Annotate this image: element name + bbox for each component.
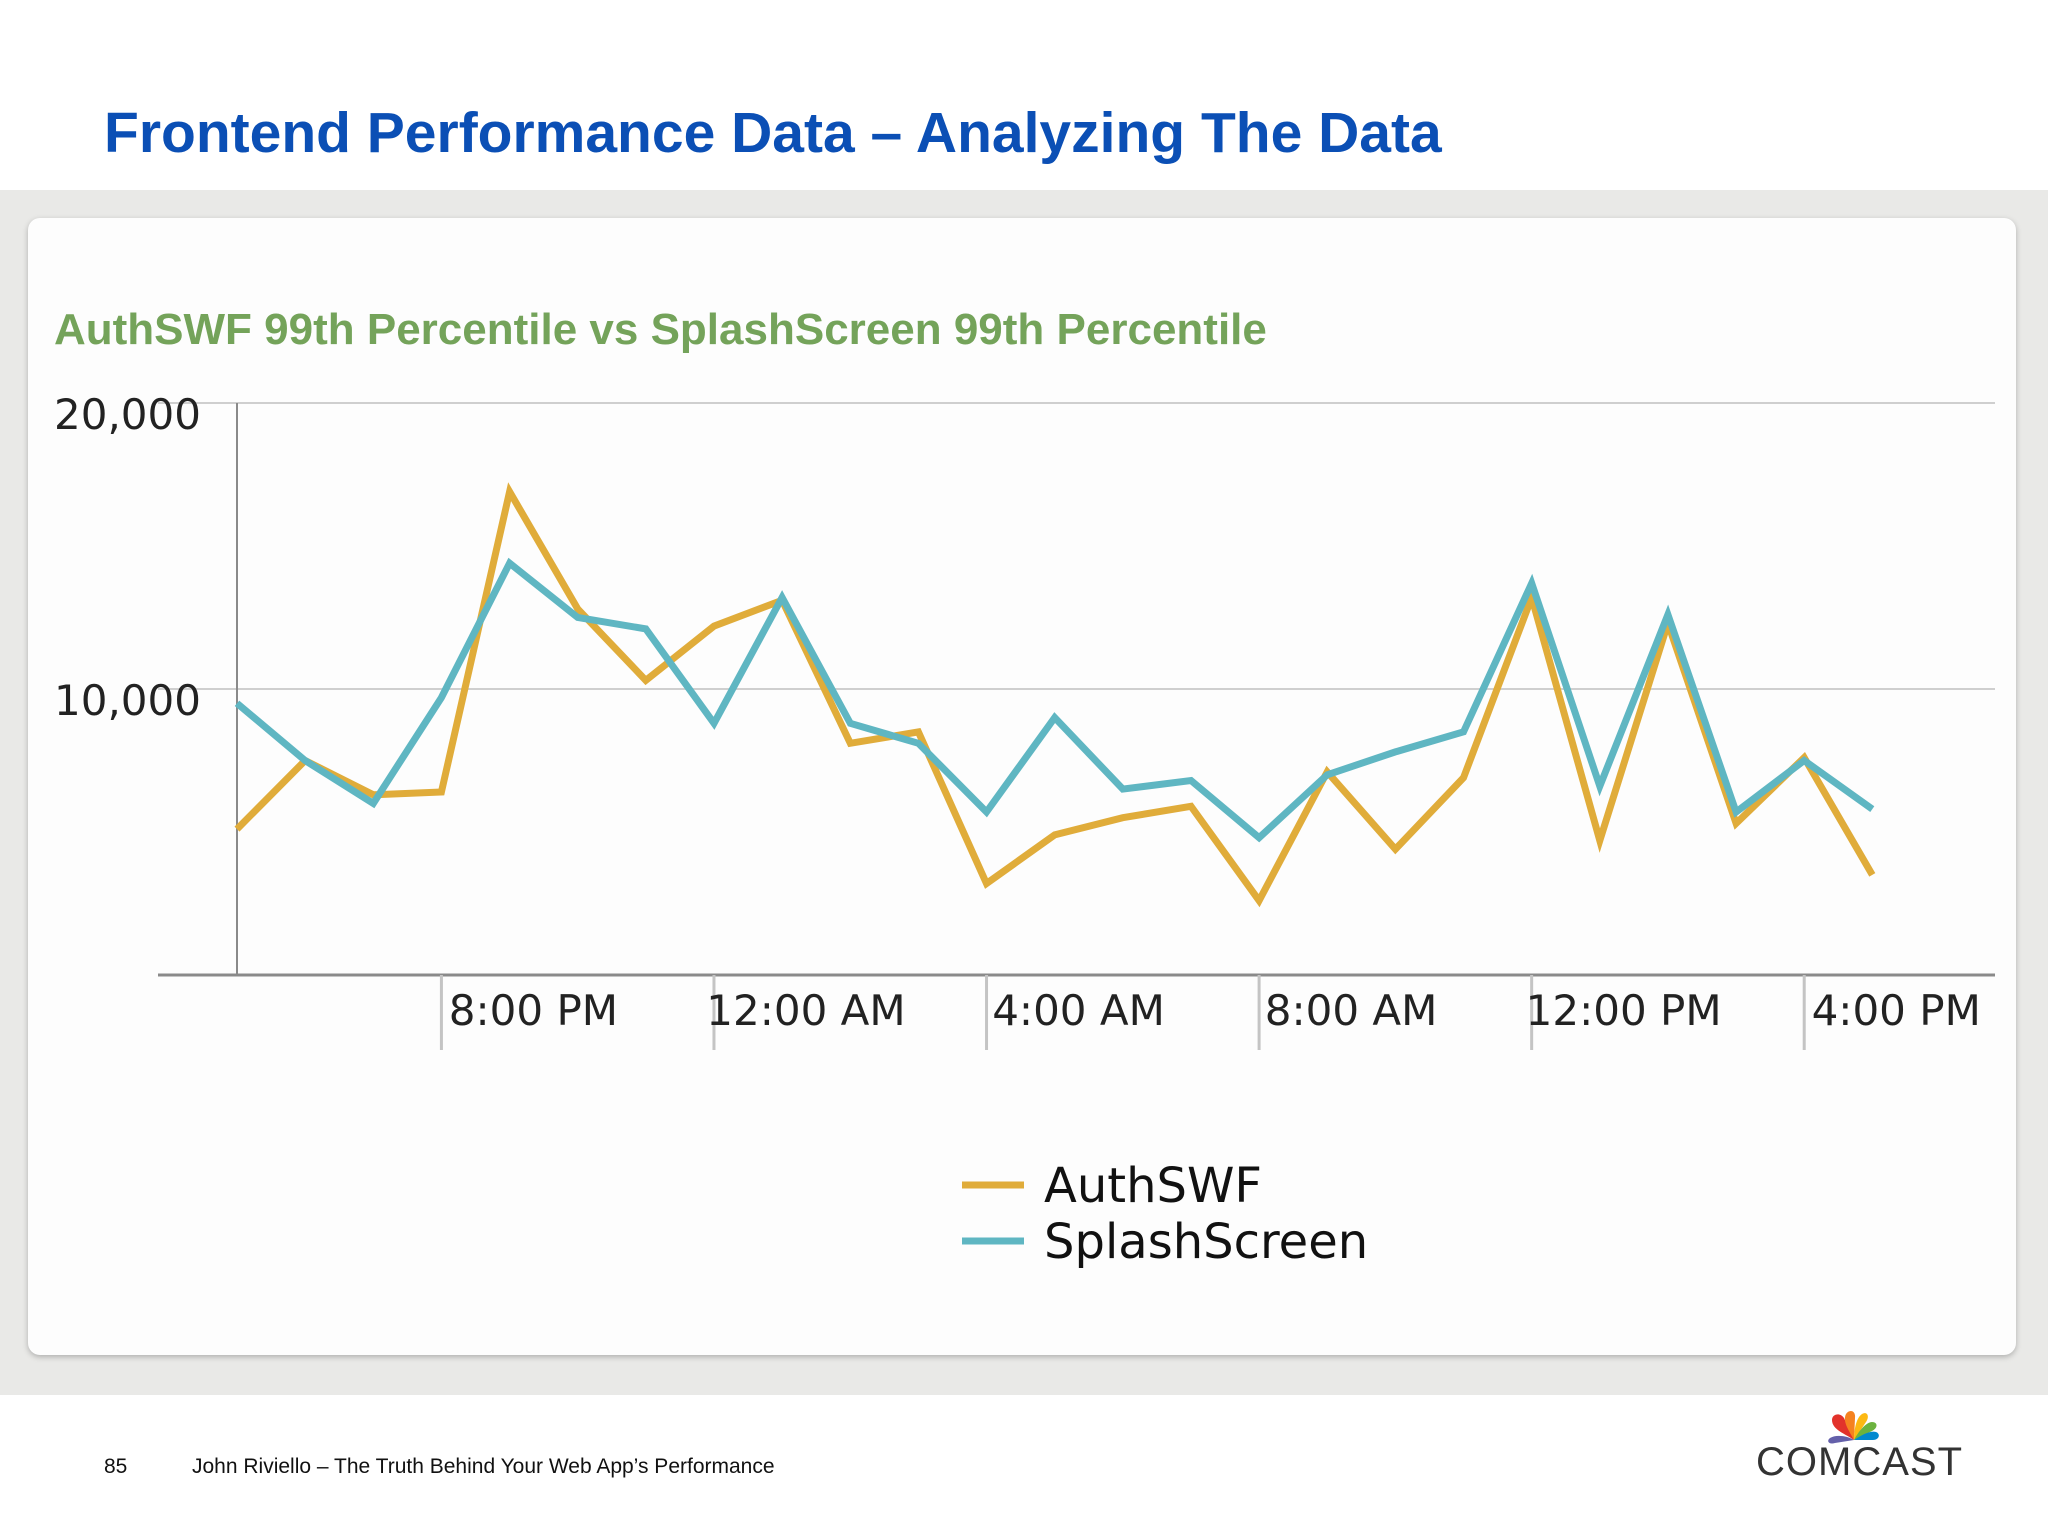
- axes: [158, 403, 1995, 977]
- x-axis-ticks: 8:00 PM 12:00 AM 4:00 AM 8:00 AM 12:00 PM 4:0…: [439, 975, 1981, 1050]
- x-tick-label: 4:00 AM: [992, 986, 1165, 1035]
- page-number: 85: [104, 1455, 128, 1478]
- x-tick-label: 8:00 PM: [449, 986, 618, 1035]
- footer-text: John Riviello – The Truth Behind Your We…: [192, 1455, 775, 1478]
- series-lines: [234, 482, 1876, 908]
- grid-lines: [158, 402, 1995, 690]
- x-tick-label: 8:00 AM: [1265, 986, 1438, 1035]
- chart-title: AuthSWF 99th Percentile vs SplashScreen …: [54, 305, 1267, 354]
- legend-label-authswf: AuthSWF: [1044, 1158, 1262, 1214]
- x-tick-label: 12:00 AM: [706, 986, 905, 1035]
- y-tick-label: 20,000: [54, 390, 201, 439]
- company-logo-text: COMCAST: [1756, 1440, 1963, 1484]
- x-tick-label: 12:00 PM: [1526, 986, 1722, 1035]
- legend-label-splashscreen: SplashScreen: [1044, 1214, 1368, 1270]
- comcast-peacock-logo-icon: [1828, 1410, 1879, 1444]
- series-line-authswf: [234, 482, 1876, 908]
- y-axis-ticks: 20,000 10,000: [54, 390, 201, 725]
- slide-title: Frontend Performance Data – Analyzing Th…: [104, 101, 1442, 165]
- x-tick-label: 4:00 PM: [1812, 986, 1981, 1035]
- y-tick-label: 10,000: [54, 676, 201, 725]
